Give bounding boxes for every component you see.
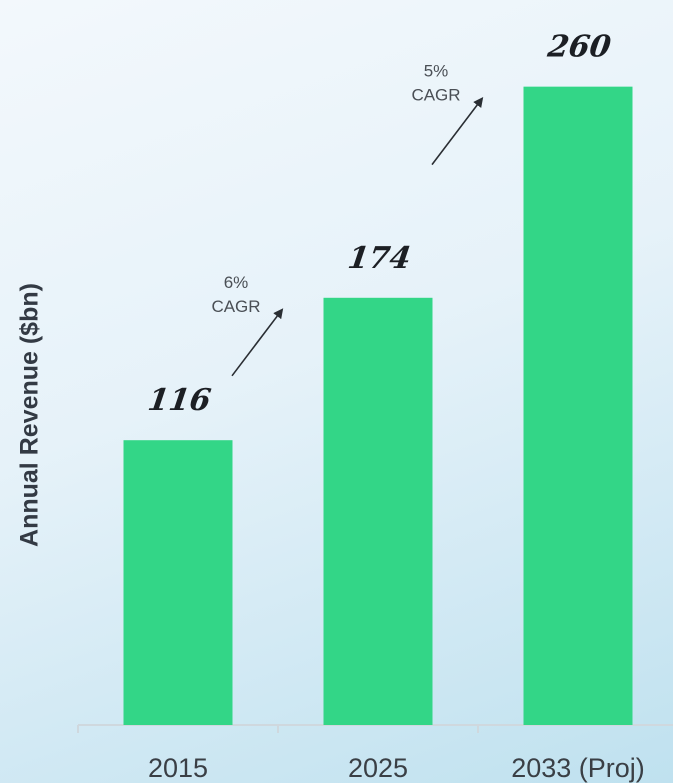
labels: 116 2015 174 2025 260 2033 (Proj) xyxy=(146,30,645,783)
cagr-label: CAGR xyxy=(211,297,260,316)
cagr-percent: 6% xyxy=(224,273,249,292)
cagr-arrow xyxy=(431,97,484,166)
x-axis xyxy=(77,724,673,733)
cagr-arrow xyxy=(231,308,284,377)
x-tick-label: 2025 xyxy=(348,753,408,783)
bar-2025 xyxy=(323,297,433,725)
bar-2033-proj- xyxy=(523,86,633,725)
bars xyxy=(123,86,633,725)
x-tick-label: 2015 xyxy=(148,753,208,783)
data-label: 174 xyxy=(346,241,413,276)
bar-2015 xyxy=(123,440,233,725)
annotations: 6% CAGR 5% CAGR xyxy=(211,62,484,377)
cagr-label: CAGR xyxy=(411,86,460,105)
data-label: 260 xyxy=(545,30,614,65)
x-tick-label: 2033 (Proj) xyxy=(511,753,645,783)
data-label: 116 xyxy=(146,383,214,418)
cagr-percent: 5% xyxy=(424,62,449,81)
